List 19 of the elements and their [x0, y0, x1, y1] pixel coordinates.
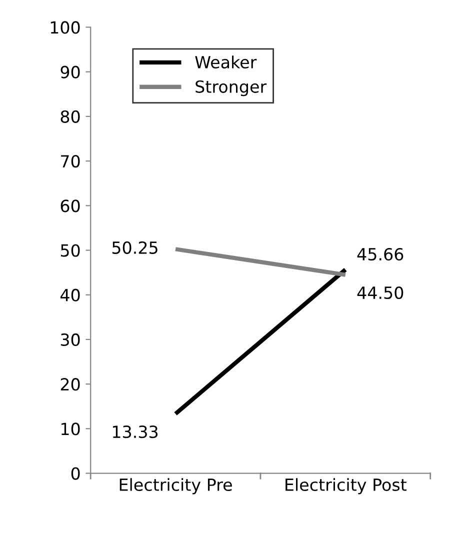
data-label: 50.25 — [112, 241, 158, 254]
y-tick-label: 50 — [60, 244, 80, 257]
y-tick-label: 90 — [60, 66, 80, 78]
y-tick-label: 30 — [60, 333, 80, 346]
data-label: 44.50 — [357, 286, 404, 300]
data-label: 13.33 — [112, 425, 158, 438]
y-tick-label: 60 — [60, 200, 80, 212]
y-tick-label: 10 — [62, 422, 80, 436]
legend-label: Stronger — [196, 80, 267, 96]
x-tick-label: Electricity Post — [286, 478, 406, 494]
y-tick-label: 100 — [50, 21, 80, 34]
y-tick-label: 20 — [60, 378, 80, 391]
y-tick-label: 0 — [71, 467, 80, 480]
data-label: 45.66 — [357, 248, 404, 261]
y-tick-label: 40 — [60, 288, 80, 302]
y-tick-label: 80 — [60, 110, 80, 123]
y-tick-label: 70 — [61, 154, 80, 168]
x-tick-label: Electricity Pre — [120, 478, 232, 494]
legend-label: Weaker — [195, 56, 257, 68]
